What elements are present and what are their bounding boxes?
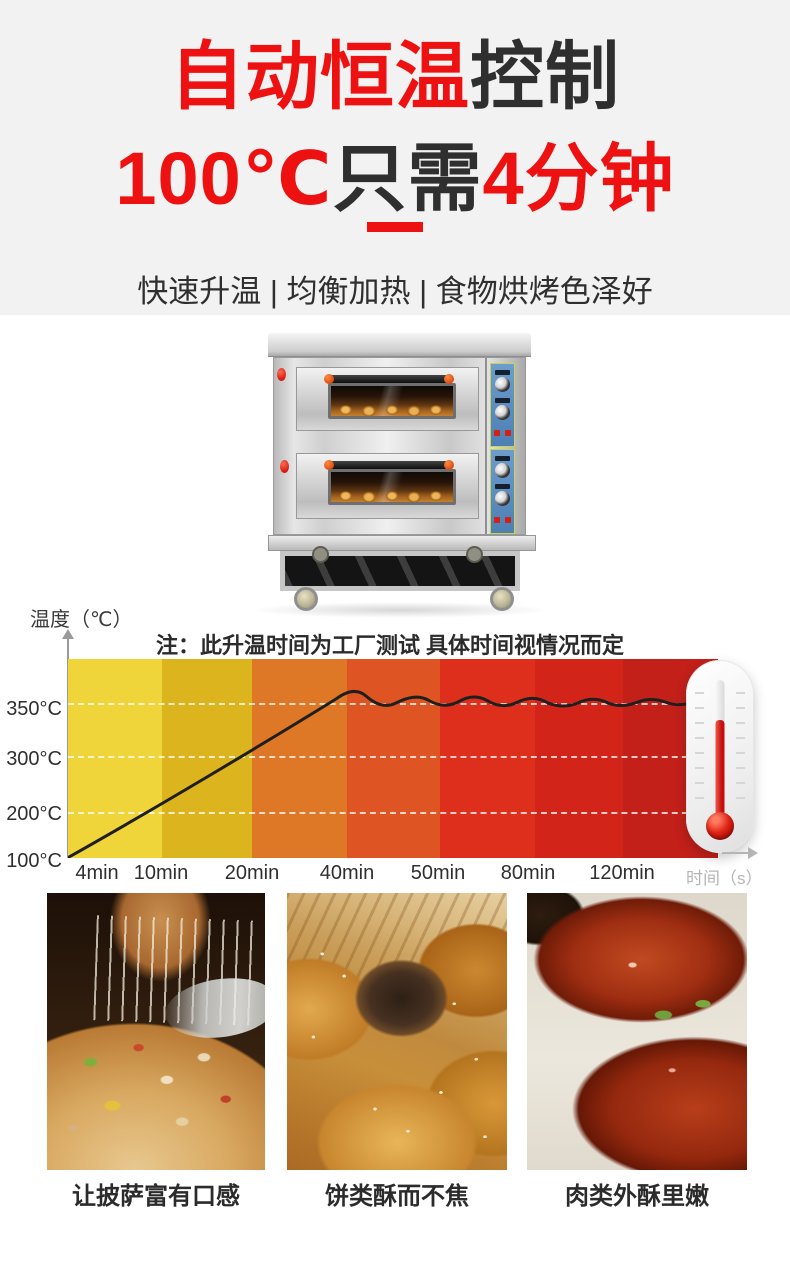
x-tick-label: 20min (224, 862, 280, 884)
oven-indicator-light-icon (277, 368, 286, 381)
thermometer-tube (715, 720, 725, 816)
oven-deck-door-upper (296, 367, 479, 431)
x-axis-arrow-icon (748, 847, 758, 859)
header-section: 自动恒温控制 100℃只需4分钟 快速升温 | 均衡加热 | 食物烘烤色泽好 (0, 0, 790, 315)
y-tick-label: 100°C (6, 850, 62, 872)
oven-base-band (268, 535, 536, 551)
control-knob-icon (495, 491, 510, 506)
y-tick-label: 200°C (6, 803, 62, 825)
x-tick-label: 120min (589, 862, 655, 884)
oven-body (273, 357, 526, 535)
x-tick-label: 80min (500, 862, 556, 884)
title-accent-text: 自动恒温 (170, 35, 470, 118)
thermometer-icon (686, 660, 754, 853)
product-photo-oven (268, 333, 541, 618)
caster-wheel-icon (490, 587, 514, 611)
oven-door-window (328, 469, 456, 505)
chart-plot-area (68, 659, 718, 858)
control-knob-icon (495, 377, 510, 392)
thermometer-ticks (736, 692, 745, 811)
temperature-display (495, 456, 510, 461)
main-title-line1: 自动恒温控制 (0, 40, 790, 114)
chart-gridline-300 (68, 756, 718, 758)
oven-deck-door-lower (296, 453, 479, 519)
oven-door-handle (324, 374, 454, 384)
food-photo-chicken-wings (527, 893, 747, 1170)
chart-y-axis-label: 温度（℃） (30, 609, 133, 631)
temperature-display (495, 484, 510, 489)
oven-indicator-light-icon (280, 460, 289, 473)
caster-wheel-icon (466, 546, 483, 563)
oven-door-window (328, 383, 456, 419)
oven-stand (280, 551, 520, 591)
temperature-line-series (68, 690, 688, 858)
x-tick-label: 50min (410, 862, 466, 884)
y-tick-label: 350°C (6, 698, 62, 720)
panel-button-icon (505, 430, 511, 436)
oven-top-cap (268, 333, 531, 357)
panel-button-icon (505, 517, 511, 523)
food-caption: 让披萨富有口感 (72, 1183, 240, 1210)
chart-note: 注：此升温时间为工厂测试 具体时间视情况而定 (155, 633, 625, 658)
control-knob-icon (495, 463, 510, 478)
chart-x-axis-label: 时间（s） (686, 869, 763, 888)
oven-control-panel-upper (490, 363, 515, 447)
sesame-seeds (287, 893, 507, 1170)
temperature-display (495, 398, 510, 403)
oven-control-panel-lower (490, 449, 515, 534)
food-photo-pastry (287, 893, 507, 1170)
x-tick-label: 10min (133, 862, 189, 884)
food-photo-pizza (47, 893, 265, 1170)
y-tick-label: 300°C (6, 748, 62, 770)
pizza-toppings (47, 1009, 265, 1170)
oven-door-handle (324, 460, 454, 470)
thermometer-stem (715, 680, 725, 728)
panel-button-icon (494, 430, 500, 436)
caster-wheel-icon (294, 587, 318, 611)
oven-control-column-divider (485, 358, 487, 534)
chart-gridline-200 (68, 812, 718, 814)
title-accent-text: 4分钟 (482, 137, 675, 220)
food-caption: 肉类外酥里嫩 (565, 1183, 709, 1210)
red-divider-bar (367, 222, 423, 232)
thermometer-ticks (695, 692, 704, 811)
main-title-line2: 100℃只需4分钟 (0, 142, 790, 216)
title-dark-text: 控制 (470, 35, 620, 118)
caster-wheel-icon (312, 546, 329, 563)
oven-drop-shadow (250, 602, 550, 618)
x-tick-label: 40min (319, 862, 375, 884)
x-axis-arrow-icon (722, 852, 748, 854)
subtitle-text: 快速升温 | 均衡加热 | 食物烘烤色泽好 (137, 274, 653, 309)
control-knob-icon (495, 405, 510, 420)
y-axis-arrow-icon (62, 629, 74, 639)
panel-button-icon (494, 517, 500, 523)
glazed-wings (527, 893, 747, 1170)
temperature-display (495, 370, 510, 375)
title-dark-text: 只需 (332, 137, 483, 220)
x-tick-label: 4min (75, 862, 119, 884)
food-caption: 饼类酥而不焦 (325, 1183, 469, 1210)
thermometer-bulb (706, 812, 734, 840)
title-accent-text: 100℃ (115, 137, 333, 220)
